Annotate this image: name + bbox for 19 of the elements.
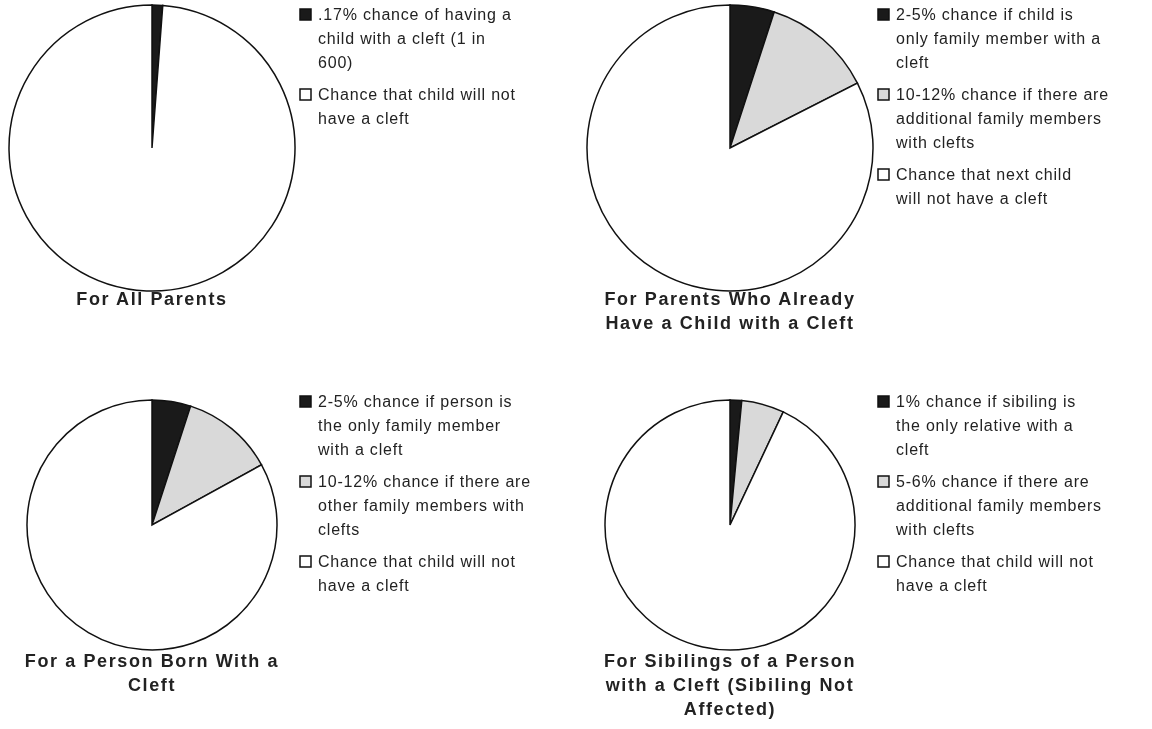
legend-label: .17% chance of having a child with a cleft (1 in 600) <box>318 6 512 71</box>
legend-label: 2-5% chance if child is only family member with a cleft <box>896 6 1101 71</box>
legend-label: 1% chance if sibiling is the only relative with a cleft <box>896 393 1077 458</box>
text: For All Parents <box>76 289 228 309</box>
legend-label: 10-12% chance if there are additional family members with clefts <box>895 86 1109 151</box>
text: For Parents Who Already Have a Child with a Cleft <box>604 289 856 333</box>
pie-slice <box>604 399 856 651</box>
text: For Sibilings of a Person with a Cleft (Sibiling Not Affected) <box>603 651 857 719</box>
pie-slice <box>26 399 278 651</box>
legend-label: Chance that child will not have a cleft <box>318 86 516 127</box>
legend-label: Chance that next child will not have a cleft <box>895 166 1072 207</box>
legend-label: 5-6% chance if there are additional family members with clefts <box>895 473 1102 538</box>
legend-label: Chance that child will not have a cleft <box>318 553 516 594</box>
legend-label: 10-12% chance if there are other family members with clefts <box>318 473 531 538</box>
legend-label: 2-5% chance if person is the only family member with a cleft <box>317 393 513 458</box>
pie-slice <box>8 4 296 292</box>
legend-label: Chance that child will not have a cleft <box>896 553 1094 594</box>
pie-slice <box>586 4 874 292</box>
text: For a Person Born With a Cleft <box>24 651 280 695</box>
